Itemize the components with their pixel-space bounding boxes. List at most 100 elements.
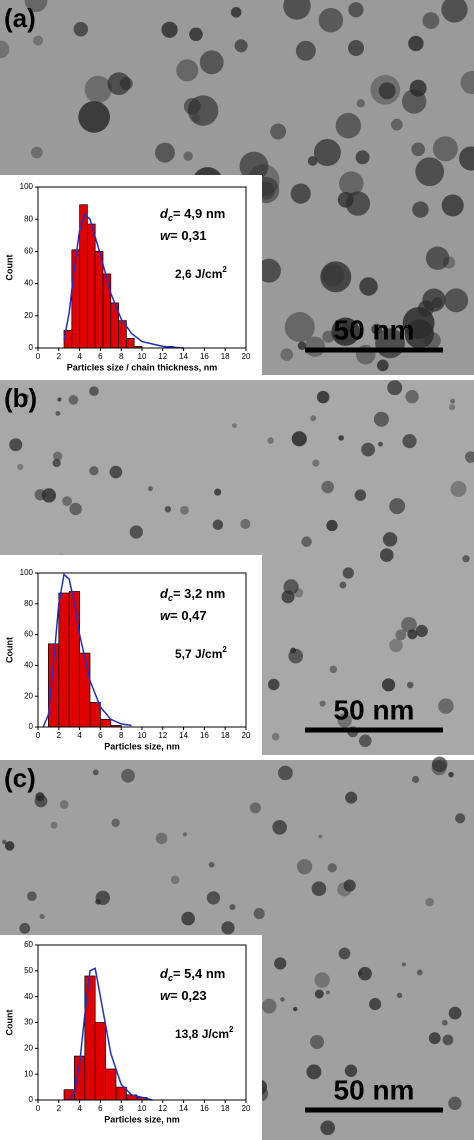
particle bbox=[337, 713, 352, 728]
particle bbox=[316, 390, 330, 404]
histogram-bar bbox=[126, 337, 135, 349]
fluence-annotation: 2,6 J/cm2 bbox=[175, 265, 227, 281]
particle bbox=[221, 921, 235, 935]
particle bbox=[307, 156, 318, 166]
particle bbox=[261, 998, 277, 1014]
particle bbox=[331, 317, 360, 346]
fit-curve bbox=[68, 967, 153, 1101]
particle bbox=[335, 112, 362, 139]
particle bbox=[33, 35, 44, 46]
histogram-bar bbox=[105, 1068, 117, 1101]
width-value: = 0,47 bbox=[170, 608, 207, 623]
particle bbox=[62, 496, 72, 507]
y-tick-label: 10 bbox=[24, 1069, 33, 1078]
particle bbox=[313, 139, 341, 167]
x-tick-label: 6 bbox=[98, 731, 103, 740]
particle bbox=[161, 21, 178, 38]
x-tick-label: 18 bbox=[221, 352, 230, 361]
particle bbox=[338, 947, 351, 960]
particle bbox=[111, 818, 120, 828]
x-axis-label: Particles size, nm bbox=[104, 741, 180, 751]
particle bbox=[444, 288, 469, 313]
histogram-bar bbox=[58, 592, 70, 728]
particle bbox=[95, 890, 111, 906]
particle bbox=[325, 990, 330, 995]
particle bbox=[208, 861, 215, 868]
x-tick-label: 10 bbox=[138, 1104, 147, 1113]
particle bbox=[57, 397, 62, 402]
particle bbox=[39, 914, 45, 920]
particle bbox=[321, 480, 334, 494]
particle bbox=[19, 922, 31, 934]
x-tick-label: 14 bbox=[179, 352, 188, 361]
x-tick-label: 8 bbox=[119, 1104, 124, 1113]
fluence-annotation: 5,7 J/cm2 bbox=[175, 645, 227, 661]
particle bbox=[405, 390, 419, 404]
y-tick-label: 0 bbox=[29, 343, 34, 352]
particle bbox=[41, 488, 57, 503]
particle bbox=[164, 506, 172, 513]
particle bbox=[314, 989, 324, 999]
particle bbox=[408, 35, 424, 52]
diameter-symbol: d bbox=[160, 206, 169, 221]
fit-curve bbox=[42, 573, 132, 728]
particle bbox=[348, 40, 365, 56]
fluence-exponent: 2 bbox=[222, 265, 227, 274]
particle bbox=[68, 395, 79, 405]
particle bbox=[402, 434, 417, 449]
particle bbox=[170, 875, 180, 885]
particle bbox=[322, 330, 335, 343]
particle bbox=[16, 463, 24, 471]
x-tick-label: 18 bbox=[221, 1104, 230, 1113]
scale-bar-label: 50 nm bbox=[334, 1074, 415, 1105]
particle bbox=[378, 82, 396, 100]
particle bbox=[339, 171, 364, 196]
particle bbox=[291, 431, 307, 447]
particle bbox=[382, 532, 398, 547]
y-tick-label: 80 bbox=[24, 599, 33, 608]
x-tick-label: 2 bbox=[57, 1104, 62, 1113]
particle bbox=[371, 323, 383, 335]
y-tick-label: 80 bbox=[24, 214, 33, 223]
particle bbox=[155, 142, 175, 163]
particle bbox=[306, 1064, 322, 1080]
particle bbox=[183, 151, 193, 161]
particle bbox=[415, 157, 445, 187]
particle bbox=[24, 0, 48, 12]
particle bbox=[448, 771, 454, 778]
particle bbox=[23, 394, 29, 400]
particle bbox=[230, 6, 242, 18]
particle bbox=[417, 300, 435, 317]
particle bbox=[345, 191, 371, 216]
particle bbox=[229, 904, 236, 911]
particle bbox=[271, 732, 280, 741]
x-tick-label: 12 bbox=[158, 731, 167, 740]
particle bbox=[355, 150, 370, 165]
x-tick-label: 6 bbox=[98, 352, 103, 361]
particle bbox=[318, 8, 344, 33]
particle bbox=[34, 489, 47, 501]
particle bbox=[401, 616, 417, 633]
fluence-exponent: 2 bbox=[229, 1025, 234, 1034]
panel-label: (a) bbox=[4, 3, 36, 33]
diameter-value: = 5,4 nm bbox=[173, 966, 225, 981]
particle bbox=[267, 437, 274, 444]
particle bbox=[155, 832, 168, 845]
inset bbox=[0, 555, 262, 755]
scale-bar-label: 50 nm bbox=[334, 314, 415, 345]
particle bbox=[278, 765, 293, 781]
particle bbox=[448, 404, 456, 411]
particle bbox=[431, 760, 447, 776]
x-tick-label: 20 bbox=[242, 731, 251, 740]
particle bbox=[280, 997, 285, 1002]
x-tick-label: 14 bbox=[179, 1104, 188, 1113]
particle bbox=[422, 12, 440, 29]
x-axis-label: Particles size, nm bbox=[104, 1114, 180, 1124]
x-tick-label: 18 bbox=[221, 731, 230, 740]
particle bbox=[455, 813, 466, 824]
particle bbox=[109, 465, 123, 479]
particle bbox=[176, 59, 199, 82]
particle bbox=[462, 555, 470, 563]
fluence-value: 2,6 J/cm bbox=[175, 267, 222, 281]
